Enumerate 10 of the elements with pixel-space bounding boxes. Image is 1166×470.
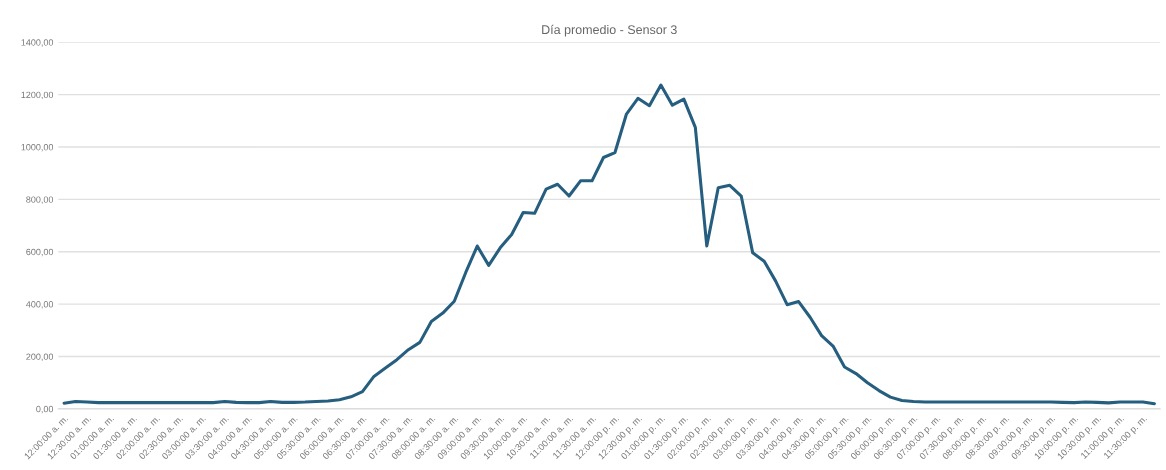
line-series bbox=[62, 83, 1156, 406]
y-tick-label: 400,00 bbox=[26, 301, 54, 309]
y-tick-label: 800,00 bbox=[26, 196, 54, 204]
y-tick-label: 0,00 bbox=[36, 405, 54, 414]
y-tick-label: 200,00 bbox=[26, 353, 54, 361]
y-tick-label: 1200,00 bbox=[21, 91, 54, 100]
y-tick-label: 600,00 bbox=[26, 248, 54, 257]
y-tick-label: 1400,00 bbox=[21, 39, 54, 47]
chart-title: Día promedio - Sensor 3 bbox=[542, 24, 677, 37]
y-tick-label: 1000,00 bbox=[21, 144, 54, 152]
